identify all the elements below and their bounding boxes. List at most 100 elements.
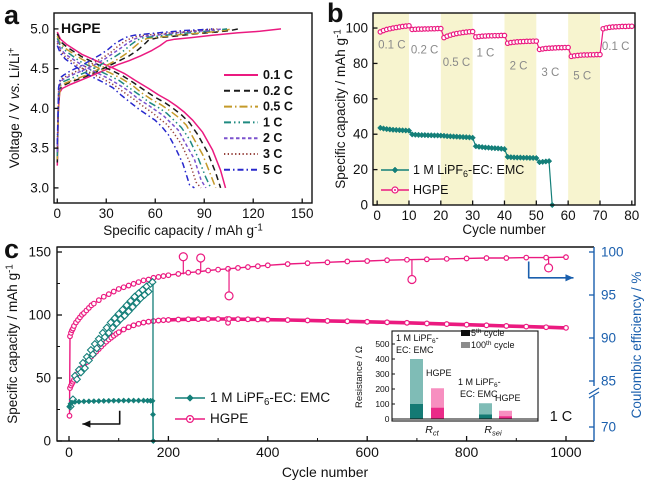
rate-label: 2 C	[510, 61, 528, 73]
axis-indicator-arrow	[527, 261, 574, 279]
x-tick-label: 60	[148, 206, 163, 221]
marker-circle	[130, 322, 137, 329]
legend-label: 0.2 C	[263, 84, 293, 98]
right-tick-label: 85	[601, 374, 616, 389]
marker-circle	[105, 291, 112, 298]
marker-circle	[160, 317, 167, 324]
marker-circle	[245, 264, 251, 270]
marker-circle	[120, 284, 127, 291]
curve	[56, 28, 282, 166]
marker-open-diamond	[92, 344, 102, 353]
marker-circle	[364, 318, 371, 325]
curve	[56, 42, 202, 189]
marker-circle	[423, 320, 430, 327]
marker-circle	[175, 271, 182, 277]
ce-outliers	[178, 252, 554, 301]
panel-c-letter: c	[4, 234, 20, 264]
marker-circle	[235, 316, 241, 323]
curve	[56, 40, 207, 189]
outlier-circle	[178, 252, 188, 262]
y-tick-label: 100	[28, 308, 51, 323]
x-tick-label: 80	[624, 208, 639, 223]
bar-Rsei-HGPE	[499, 410, 512, 419]
y-tick-label: 100	[345, 21, 368, 36]
series	[56, 28, 282, 189]
marker-open-diamond	[84, 356, 94, 365]
bar-Rct-HGPE	[431, 388, 444, 419]
series-1-M-LiPF₆-EC:-EMC-capacity	[66, 397, 157, 445]
marker-circle	[463, 255, 470, 262]
y-tick-label: 5.0	[30, 21, 49, 36]
marker-circle	[225, 265, 231, 272]
y-axis-title: Voltage / V vs. Li/Li+	[6, 47, 22, 168]
inset-y-tick-label: 500	[375, 339, 389, 349]
marker-circle	[125, 282, 132, 289]
axis-indicator-arrowhead	[565, 274, 574, 282]
marker-circle	[185, 269, 192, 276]
marker-circle	[501, 32, 508, 39]
marker-diamond	[120, 397, 127, 404]
x-tick-label: 150	[291, 206, 314, 221]
marker-circle	[110, 288, 117, 295]
inset-legend-swatch	[461, 330, 470, 336]
curve	[56, 45, 195, 189]
marker-circle	[115, 286, 122, 292]
marker-circle	[543, 254, 550, 261]
marker-diamond	[85, 398, 92, 405]
panel-b-letter: b	[327, 0, 344, 28]
bar-Rsei-1-M-LiPF₆-EC:-EMC	[479, 403, 492, 419]
series-5-C	[56, 28, 213, 189]
x-tick-label: 90	[197, 206, 212, 221]
marker-circle	[503, 255, 510, 261]
series	[66, 254, 569, 445]
x-tick-label: 20	[433, 208, 448, 223]
rate-label: 0.1 C	[602, 41, 630, 53]
marker-circle	[503, 323, 510, 329]
y-axis-title: Specific capacity / mAh g-1	[332, 29, 348, 188]
legend-label: 0.5 C	[263, 100, 293, 114]
y-axis-title: Specific capacity / mAh g-1	[4, 264, 20, 423]
marker-open-diamond	[100, 332, 109, 342]
legend: 1 M LiPF6-EC: EMC HGPE	[175, 390, 330, 426]
marker-diamond	[545, 157, 553, 165]
inset-y-axis-title: Resistance / Ω	[354, 346, 365, 408]
marker-circle	[235, 265, 241, 271]
legend-label: 3 C	[263, 147, 282, 161]
outlier-circle	[196, 253, 206, 263]
inset-bar-label: 1 M LiPF6-	[396, 333, 439, 345]
marker-circle	[185, 316, 192, 323]
marker-circle	[95, 297, 102, 304]
marker-diamond	[105, 397, 112, 404]
x-tick-label: 1000	[550, 444, 581, 460]
y-tick-label: 4.5	[30, 61, 49, 76]
y-tick-label: 0	[360, 198, 368, 213]
y-tick-label: 3.5	[30, 141, 49, 156]
bar-100th-cycle	[499, 410, 512, 419]
marker-diamond	[135, 397, 142, 404]
x-tick-label: 0	[373, 208, 381, 223]
marker-diamond	[110, 397, 117, 404]
outlier-circle	[224, 291, 234, 301]
x-tick-label: 30	[99, 206, 114, 221]
curve	[56, 28, 223, 153]
marker-circle	[443, 255, 450, 262]
inset-bar-label: 1 M LiPF6-	[458, 377, 501, 389]
marker-circle	[463, 321, 470, 328]
marker-circle	[160, 273, 167, 279]
marker-circle	[165, 317, 172, 323]
marker-diamond	[501, 145, 508, 153]
legend: 0.1 C 0.2 C 0.5 C1 C 2 C 3 C 5 C	[224, 68, 293, 177]
series-1-M-LiPF₆-EC:-EMC	[377, 124, 556, 209]
marker-circle	[155, 274, 162, 280]
marker-open-diamond	[120, 311, 129, 320]
marker-circle	[483, 255, 490, 261]
marker-circle	[140, 277, 147, 284]
series-2-C	[56, 28, 223, 189]
axis-indicator-arrowhead	[82, 420, 91, 428]
marker-circle	[304, 317, 311, 324]
marker-open-diamond	[118, 305, 127, 314]
connect-line	[68, 399, 154, 442]
marker-open-diamond	[122, 301, 131, 310]
marker-circle	[324, 259, 331, 266]
y-tick-label: 3.0	[30, 180, 49, 195]
